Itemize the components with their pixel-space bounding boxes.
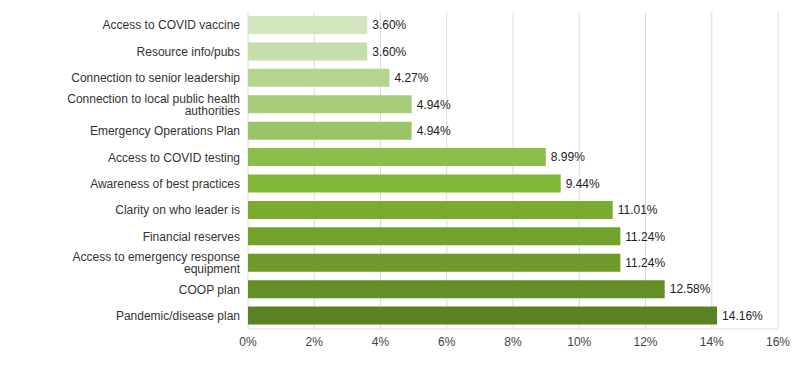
svg-text:Awareness of best practices: Awareness of best practices xyxy=(90,177,240,191)
svg-text:16%: 16% xyxy=(766,335,790,349)
svg-text:Access to COVID testing: Access to COVID testing xyxy=(108,151,240,165)
svg-text:Access to emergency responseeq: Access to emergency responseequipment xyxy=(73,250,241,276)
svg-text:Emergency Operations Plan: Emergency Operations Plan xyxy=(90,124,240,138)
svg-text:4.27%: 4.27% xyxy=(394,71,428,85)
svg-text:4.94%: 4.94% xyxy=(417,98,451,112)
svg-text:2%: 2% xyxy=(306,335,324,349)
svg-text:Pandemic/disease plan: Pandemic/disease plan xyxy=(116,309,240,323)
svg-text:Connection to senior leadershi: Connection to senior leadership xyxy=(71,71,240,85)
svg-text:Clarity on who leader is: Clarity on who leader is xyxy=(115,203,240,217)
svg-text:14.16%: 14.16% xyxy=(722,309,763,323)
svg-text:11.24%: 11.24% xyxy=(625,230,665,244)
svg-text:10%: 10% xyxy=(567,335,591,349)
svg-text:8%: 8% xyxy=(504,335,522,349)
svg-text:3.60%: 3.60% xyxy=(372,45,406,59)
svg-text:Connection to local public hea: Connection to local public healthauthori… xyxy=(67,92,240,118)
svg-text:COOP plan: COOP plan xyxy=(179,283,240,297)
svg-text:11.01%: 11.01% xyxy=(618,203,658,217)
svg-text:9.44%: 9.44% xyxy=(566,177,600,191)
svg-text:8.99%: 8.99% xyxy=(551,150,585,164)
svg-text:11.24%: 11.24% xyxy=(625,256,665,270)
svg-text:3.60%: 3.60% xyxy=(372,18,406,32)
svg-text:4.94%: 4.94% xyxy=(417,124,451,138)
svg-text:4%: 4% xyxy=(372,335,390,349)
svg-text:Resource info/pubs: Resource info/pubs xyxy=(137,45,240,59)
svg-text:Access to COVID vaccine: Access to COVID vaccine xyxy=(103,18,241,32)
svg-text:12.58%: 12.58% xyxy=(670,282,711,296)
svg-text:0%: 0% xyxy=(239,335,257,349)
svg-text:Financial reserves: Financial reserves xyxy=(143,230,240,244)
svg-text:12%: 12% xyxy=(633,335,657,349)
svg-text:6%: 6% xyxy=(438,335,456,349)
svg-text:14%: 14% xyxy=(700,335,724,349)
